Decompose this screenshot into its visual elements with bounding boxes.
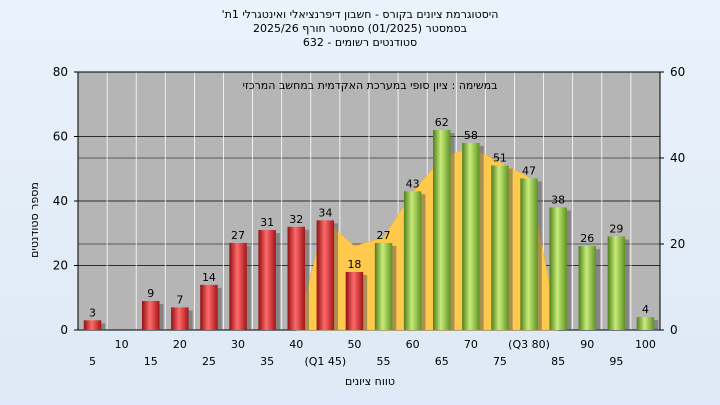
x-tick-label: 5 [89, 355, 96, 368]
bar [433, 130, 451, 330]
chart-subtitle-semester: בסמסטר (01/2025) סמסטר חורף 2025/26 [253, 22, 467, 35]
x-tick-label: 65 [435, 355, 449, 368]
bar-value-label: 62 [435, 116, 449, 129]
x-tick-label: (Q3 80) [508, 338, 550, 351]
y-axis-label: מספר סטודנטים [28, 182, 41, 258]
bar [578, 246, 596, 330]
bar-value-label: 32 [289, 213, 303, 226]
bar [491, 165, 509, 330]
x-tick-label: 60 [406, 338, 420, 351]
bar-value-label: 26 [580, 232, 594, 245]
bar [549, 207, 567, 330]
y2-tick-label: 20 [670, 237, 685, 251]
bar [258, 230, 276, 330]
bar [374, 242, 393, 330]
bar-value-label: 38 [551, 193, 565, 206]
x-tick-label: 10 [115, 338, 129, 351]
x-tick-label: 30 [231, 338, 245, 351]
chart-annotation: במשימה : ציון סופי במערכת האקדמית במחשב … [243, 79, 498, 92]
x-tick-label: 50 [347, 338, 361, 351]
bar-value-label: 27 [231, 229, 245, 242]
chart-title: היסטוגרמת ציונים בקורס - חשבון דיפרנציאל… [221, 8, 499, 21]
x-tick-label: 70 [464, 338, 478, 351]
x-tick-label: 75 [493, 355, 507, 368]
x-tick-label: 85 [551, 355, 565, 368]
bar-value-label: 18 [347, 258, 361, 271]
bar-value-label: 34 [318, 206, 332, 219]
chart-subtitle-students: סטודנטים רשומים - 632 [302, 36, 418, 49]
y-tick-label: 20 [53, 259, 68, 273]
y-tick-label: 40 [53, 194, 68, 208]
bar-value-label: 7 [176, 293, 183, 306]
bar-value-label: 31 [260, 216, 274, 229]
x-tick-label: 95 [609, 355, 623, 368]
y-axis-ticks: 0 20 40 60 80 [53, 65, 78, 337]
x-tick-label: 20 [173, 338, 187, 351]
y2-tick-label: 60 [670, 65, 685, 79]
bars-group [83, 130, 659, 330]
bar-value-label: 14 [202, 271, 216, 284]
x-axis-label: טווח ציונים [345, 375, 395, 388]
bar-value-label: 51 [493, 152, 507, 165]
x-tick-label: 90 [580, 338, 594, 351]
x-tick-label: 40 [289, 338, 303, 351]
x-tick-label: 100 [635, 338, 656, 351]
bar-value-label: 4 [642, 303, 649, 316]
x-tick-label: (Q1 45) [304, 355, 346, 368]
x-tick-label: 25 [202, 355, 216, 368]
bar-value-label: 58 [464, 129, 478, 142]
bar-value-label: 43 [406, 177, 420, 190]
bar [83, 320, 102, 330]
bar [200, 284, 218, 330]
bar-value-label: 29 [609, 222, 623, 235]
x-axis-ticks: 5 10 15 20 25 30 35 40(Q1 45)50 55 60 65 70 75(Q3 80… [89, 338, 656, 368]
bar [462, 142, 480, 330]
y2-axis-ticks: 0 20 40 60 [660, 65, 685, 337]
bar [636, 317, 655, 330]
y-tick-label: 60 [53, 130, 68, 144]
bar [171, 307, 189, 330]
y2-tick-label: 40 [670, 151, 685, 165]
bar-value-label: 9 [147, 287, 154, 300]
y2-tick-label: 0 [670, 323, 678, 337]
bar-value-label: 47 [522, 164, 536, 177]
bar [520, 178, 538, 330]
x-tick-label: 15 [144, 355, 158, 368]
bar [316, 220, 335, 330]
x-tick-label: 35 [260, 355, 274, 368]
bar [287, 226, 305, 330]
y-tick-label: 80 [53, 65, 68, 79]
bar [142, 300, 160, 330]
bar [607, 236, 626, 330]
y-tick-label: 0 [60, 323, 68, 337]
bar-value-label: 3 [89, 306, 96, 319]
x-tick-label: 55 [377, 355, 391, 368]
bar [345, 271, 364, 330]
bar [403, 191, 422, 330]
bar-value-label: 27 [377, 229, 391, 242]
bar [229, 242, 247, 330]
data-labels-group: 3 9 7 14 27 31 32 34 18 27 43 62 58 51 47 38 26 29 4 [89, 116, 649, 319]
